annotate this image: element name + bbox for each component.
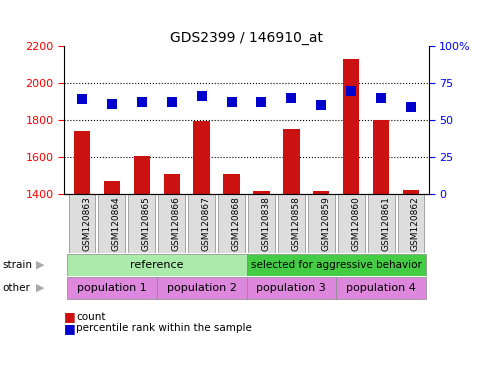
FancyBboxPatch shape bbox=[397, 194, 424, 253]
Point bbox=[78, 96, 86, 103]
Point bbox=[407, 104, 415, 110]
Text: population 3: population 3 bbox=[256, 283, 326, 293]
Text: GSM120867: GSM120867 bbox=[202, 196, 211, 251]
Point bbox=[168, 99, 176, 106]
Text: percentile rank within the sample: percentile rank within the sample bbox=[76, 323, 252, 333]
Text: GSM120864: GSM120864 bbox=[112, 197, 121, 251]
Point bbox=[108, 101, 116, 107]
Bar bbox=[223, 174, 240, 194]
Text: GDS2399 / 146910_at: GDS2399 / 146910_at bbox=[170, 31, 323, 45]
Bar bbox=[67, 254, 246, 276]
Text: strain: strain bbox=[2, 260, 33, 270]
Text: GSM120838: GSM120838 bbox=[261, 196, 271, 251]
Text: selected for aggressive behavior: selected for aggressive behavior bbox=[251, 260, 422, 270]
FancyBboxPatch shape bbox=[99, 194, 125, 253]
Point bbox=[347, 88, 355, 94]
Point bbox=[138, 99, 146, 106]
Point bbox=[257, 99, 265, 106]
Text: population 4: population 4 bbox=[346, 283, 416, 293]
Bar bbox=[283, 129, 300, 194]
Bar bbox=[134, 156, 150, 194]
Text: ▶: ▶ bbox=[35, 283, 44, 293]
Text: GSM120866: GSM120866 bbox=[172, 196, 181, 251]
Point bbox=[317, 102, 325, 108]
FancyBboxPatch shape bbox=[158, 194, 185, 253]
Bar bbox=[246, 254, 426, 276]
Bar bbox=[336, 277, 426, 299]
Text: population 1: population 1 bbox=[77, 283, 147, 293]
Bar bbox=[403, 190, 419, 194]
FancyBboxPatch shape bbox=[188, 194, 215, 253]
Bar bbox=[313, 191, 329, 194]
Text: ▶: ▶ bbox=[35, 260, 44, 270]
Text: GSM120865: GSM120865 bbox=[142, 196, 151, 251]
Bar bbox=[67, 277, 157, 299]
Text: count: count bbox=[76, 312, 106, 322]
Text: reference: reference bbox=[130, 260, 183, 270]
Text: GSM120859: GSM120859 bbox=[321, 196, 330, 251]
Bar bbox=[157, 277, 246, 299]
FancyBboxPatch shape bbox=[248, 194, 275, 253]
Text: GSM120861: GSM120861 bbox=[381, 196, 390, 251]
Bar bbox=[74, 131, 90, 194]
Text: other: other bbox=[2, 283, 31, 293]
FancyBboxPatch shape bbox=[278, 194, 305, 253]
FancyBboxPatch shape bbox=[368, 194, 394, 253]
Point bbox=[228, 99, 236, 106]
FancyBboxPatch shape bbox=[308, 194, 335, 253]
FancyBboxPatch shape bbox=[338, 194, 365, 253]
Point bbox=[287, 95, 295, 101]
Point bbox=[198, 93, 206, 99]
Text: GSM120862: GSM120862 bbox=[411, 197, 420, 251]
Bar bbox=[104, 181, 120, 194]
Text: GSM120863: GSM120863 bbox=[82, 196, 91, 251]
Text: population 2: population 2 bbox=[167, 283, 237, 293]
Text: GSM120868: GSM120868 bbox=[232, 196, 241, 251]
FancyBboxPatch shape bbox=[128, 194, 155, 253]
Text: ■: ■ bbox=[64, 322, 76, 335]
FancyBboxPatch shape bbox=[69, 194, 96, 253]
Bar bbox=[246, 277, 336, 299]
Bar bbox=[343, 59, 359, 194]
Bar bbox=[193, 121, 210, 194]
Text: GSM120860: GSM120860 bbox=[351, 196, 360, 251]
FancyBboxPatch shape bbox=[218, 194, 245, 253]
Text: ■: ■ bbox=[64, 310, 76, 323]
Point bbox=[377, 95, 385, 101]
Bar bbox=[164, 174, 180, 194]
Text: GSM120858: GSM120858 bbox=[291, 196, 300, 251]
Bar bbox=[373, 120, 389, 194]
Bar bbox=[253, 191, 270, 194]
